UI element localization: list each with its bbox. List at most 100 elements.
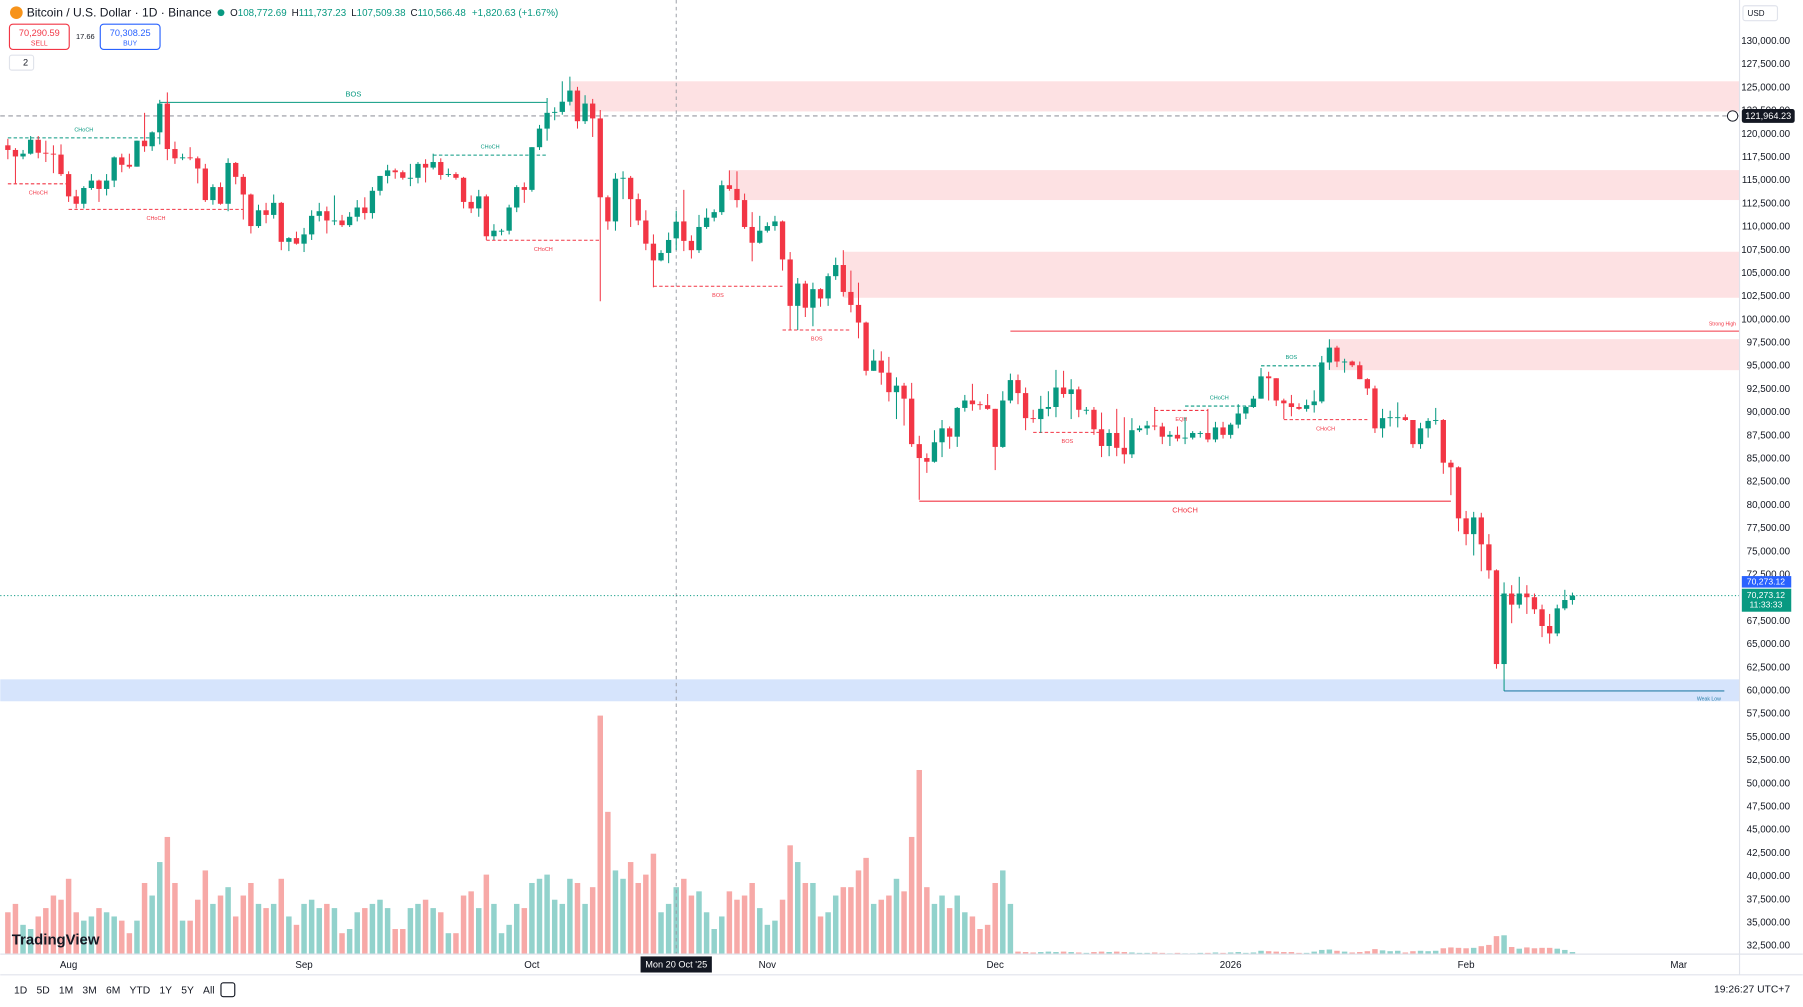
volume-bar (931, 903, 938, 955)
volume-bar (962, 912, 968, 955)
candle-body (1562, 600, 1568, 609)
candle-body (711, 212, 717, 218)
volume-bar (1562, 949, 1568, 955)
x-tick-label: 2026 (1220, 960, 1242, 971)
range-button[interactable]: 1D (14, 986, 27, 997)
sell-button[interactable] (8, 23, 70, 51)
y-tick-label: 110,000.00 (1742, 222, 1791, 233)
candle-body (681, 221, 687, 241)
candle-body (1007, 380, 1014, 401)
volume-bar (354, 912, 360, 955)
volume-bar (65, 878, 72, 955)
range-button[interactable]: 3M (82, 986, 96, 997)
candle-body (795, 283, 801, 306)
candle-body (855, 304, 862, 323)
candle-body (779, 221, 786, 260)
candle-body (658, 252, 664, 261)
volume-bar (878, 899, 885, 955)
candle-body (878, 360, 884, 373)
legend-value: 108,772.69 (238, 8, 287, 19)
volume-bar (870, 903, 877, 955)
volume-bar (445, 933, 452, 955)
candle-body (741, 200, 748, 227)
logo: TradingView (12, 931, 100, 948)
candle-body (225, 162, 231, 204)
candle-body (149, 132, 155, 147)
volume-bar (400, 929, 406, 955)
range-button[interactable]: 1M (59, 986, 73, 997)
candle-body (195, 158, 201, 169)
volume-bar (1151, 952, 1158, 955)
zone (843, 251, 1740, 298)
y-tick-label: 50,000.00 (1747, 778, 1791, 789)
volume-bar (111, 916, 117, 955)
candle-body (1015, 380, 1021, 394)
volume-bar (855, 870, 862, 955)
y-tick-label: 47,500.00 (1747, 802, 1791, 813)
y-tick-label: 52,500.00 (1747, 755, 1791, 766)
volume-bar (377, 899, 383, 955)
candle-body (1546, 625, 1553, 634)
indicator-toggle[interactable] (8, 54, 35, 71)
volume-bar (984, 924, 991, 955)
y-tick-label: 72,500.00 (1747, 570, 1791, 581)
candle-body (1448, 462, 1454, 468)
volume-bar (255, 903, 262, 955)
structure-label: CHoCH (1316, 426, 1335, 432)
candle-body (1379, 418, 1386, 429)
volume-bar (1539, 947, 1545, 955)
range-button[interactable]: 5Y (181, 986, 194, 997)
y-tick-label: 97,500.00 (1747, 338, 1791, 349)
candle-body (871, 360, 877, 371)
volume-bar (574, 882, 581, 955)
candle-body (369, 190, 376, 214)
volume-bar (1281, 952, 1287, 955)
y-tick-label: 32,500.00 (1747, 941, 1791, 952)
volume-bar (840, 887, 847, 955)
buy-button[interactable] (99, 23, 161, 51)
candle-body (278, 202, 284, 242)
y-tick-label: 60,000.00 (1747, 686, 1791, 697)
volume-bar (1470, 947, 1477, 955)
currency-button[interactable] (1742, 5, 1779, 22)
candle-body (673, 221, 679, 239)
range-button[interactable]: All (203, 986, 214, 997)
x-tick-label: Sep (295, 960, 313, 971)
structure-label: CHoCH (1210, 395, 1229, 401)
candle-body (620, 177, 626, 179)
volume-bar (977, 929, 983, 955)
range-button[interactable]: 1Y (159, 986, 172, 997)
candle-body (1220, 427, 1226, 435)
zone (0, 679, 1740, 702)
range-button[interactable]: 5D (36, 986, 49, 997)
volume-bar (681, 878, 687, 955)
range-button[interactable]: YTD (130, 986, 151, 997)
symbol-icon (10, 6, 23, 19)
candle-body (1258, 376, 1264, 399)
ohlc-legend: O108,772.69 H111,737.23 L107,509.38 C110… (230, 8, 558, 19)
candle-body (1288, 403, 1295, 408)
candle-body (1190, 432, 1196, 438)
candle-body (1205, 432, 1211, 440)
volume-bar (1053, 952, 1059, 955)
volume-bar (848, 887, 854, 955)
volume-bar (1432, 950, 1439, 955)
symbol-title[interactable]: Bitcoin / U.S. Dollar · 1D · Binance (27, 5, 212, 19)
date-range-icon[interactable] (220, 982, 236, 998)
x-tick-label: Oct (524, 960, 539, 971)
candle-body (1144, 425, 1150, 429)
range-button[interactable]: 6M (106, 986, 120, 997)
volume-bar (544, 874, 550, 955)
candle-body (1250, 398, 1257, 408)
countdown: 11:33:33 (1750, 600, 1783, 610)
candle-body (233, 162, 239, 177)
volume-bar (1326, 949, 1333, 955)
volume-bar (1402, 952, 1409, 955)
candle-body (468, 201, 474, 209)
volume-bar (1205, 952, 1211, 955)
y-tick-label: 67,500.00 (1747, 616, 1791, 627)
y-tick-label: 125,000.00 (1741, 82, 1790, 93)
volume-bar (513, 903, 520, 955)
candle-body (825, 276, 831, 299)
